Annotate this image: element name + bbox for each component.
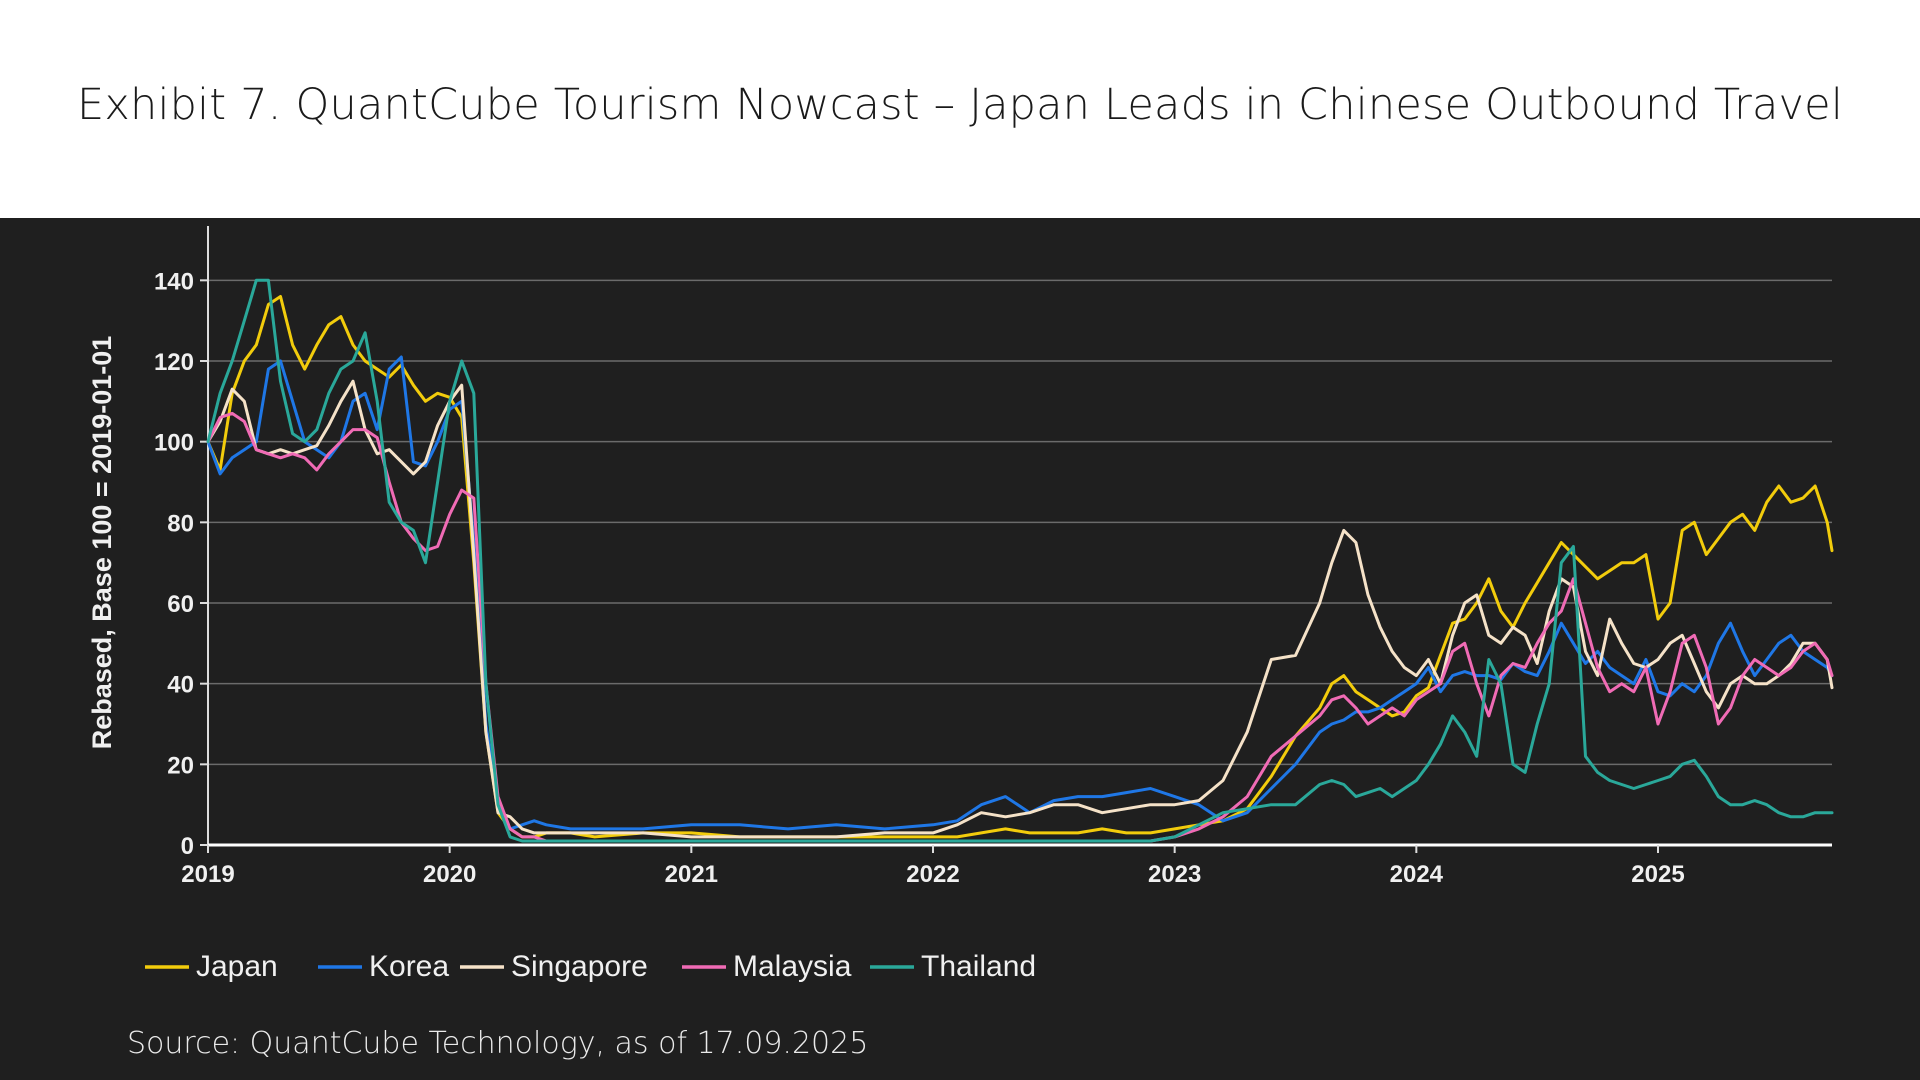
legend-label-thailand: Thailand [921,950,1036,983]
y-tick-label: 60 [167,591,194,618]
source-note: Source: QuantCube Technology, as of 17.0… [127,1026,869,1061]
series-line-singapore [206,379,1834,839]
y-axis-title: Rebased, Base 100 = 2019-01-01 [87,336,117,750]
series-line-thailand [206,278,1834,843]
x-tick-label: 2025 [1631,861,1684,888]
line-chart: 0 20 40 60 80 100 120 140 2019 2020 2021 2022 2023 20… [87,226,1834,983]
legend-label-korea: Korea [369,950,449,983]
x-tick-label: 2020 [423,861,476,888]
title-band: Exhibit 7. QuantCube Tourism Nowcast – J… [0,0,1920,218]
legend-label-singapore: Singapore [511,950,648,983]
series-line-korea [206,355,1834,831]
series-line-japan [206,295,1834,839]
legend-label-malaysia: Malaysia [733,950,852,983]
x-tick-label: 2023 [1148,861,1201,888]
legend-label-japan: Japan [196,950,278,983]
chart-panel: 0 20 40 60 80 100 120 140 2019 2020 2021 2022 2023 20… [0,218,1920,1080]
y-tick-label: 120 [154,349,194,376]
y-tick-label: 140 [154,268,194,295]
y-tick-label: 0 [181,833,194,860]
y-tick-label: 80 [167,510,194,537]
y-tick-label: 100 [154,430,194,457]
x-tick-label: 2022 [906,861,959,888]
series-line-malaysia [206,411,1834,843]
x-tick-label: 2019 [181,861,234,888]
y-tick-label: 20 [167,752,194,779]
x-tick-label: 2021 [665,861,718,888]
x-tick-label: 2024 [1390,861,1444,888]
y-tick-label: 40 [167,672,194,699]
page-title: Exhibit 7. QuantCube Tourism Nowcast – J… [77,80,1843,130]
